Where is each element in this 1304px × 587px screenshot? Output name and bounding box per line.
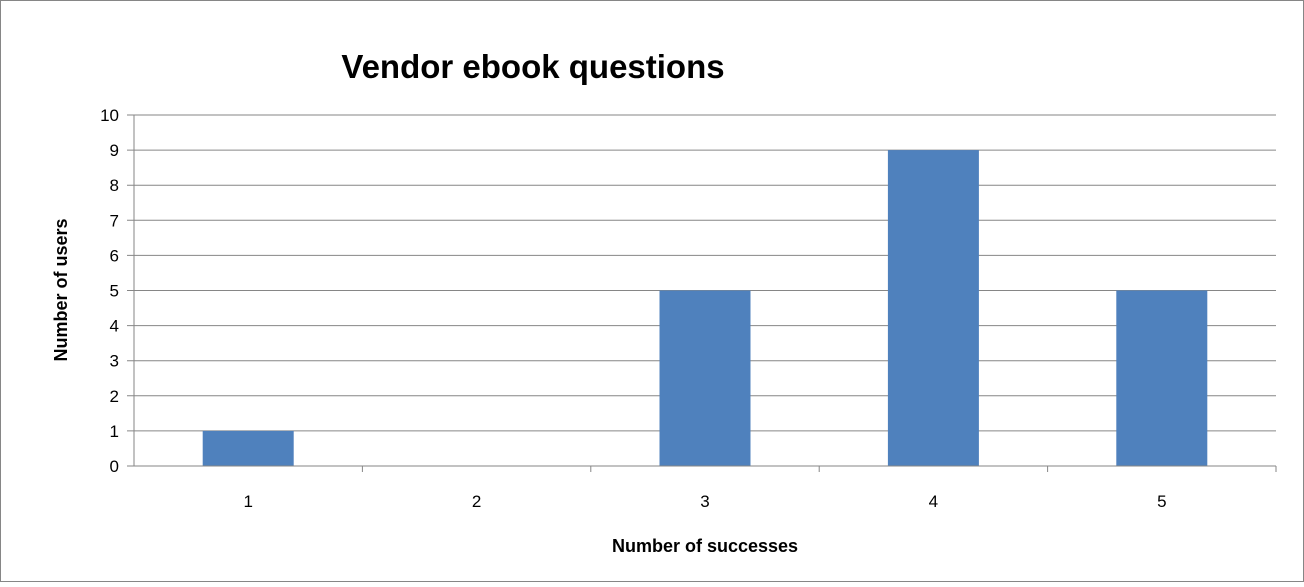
bars [202,150,1208,466]
y-tick-label: 5 [110,282,119,301]
y-axis-label: Number of users [51,218,71,361]
axes [133,115,1276,467]
x-tick-label: 4 [929,492,938,511]
bar-5 [1116,290,1208,466]
y-tick-label: 4 [110,317,119,336]
y-tick-label: 0 [110,457,119,476]
x-tick-label: 1 [243,492,252,511]
y-tick-label: 3 [110,352,119,371]
y-tick-label: 9 [110,141,119,160]
chart-title: Vendor ebook questions [341,48,724,85]
x-tick-label: 2 [472,492,481,511]
x-axis-label: Number of successes [612,536,798,556]
bar-1 [202,430,294,466]
y-tick-label: 1 [110,422,119,441]
y-tick-label: 6 [110,246,119,265]
y-tick-label: 7 [110,211,119,230]
x-tick-labels: 1 2 3 4 5 [243,466,1277,511]
x-tick-label: 3 [700,492,709,511]
y-tick-labels: 0 1 2 3 4 5 6 7 8 9 10 [100,106,119,476]
y-tick-label: 10 [100,106,119,125]
bar-3 [659,290,751,466]
y-tick-label: 2 [110,387,119,406]
y-tick-label: 8 [110,176,119,195]
bar-4 [887,150,979,466]
x-tick-label: 5 [1157,492,1166,511]
